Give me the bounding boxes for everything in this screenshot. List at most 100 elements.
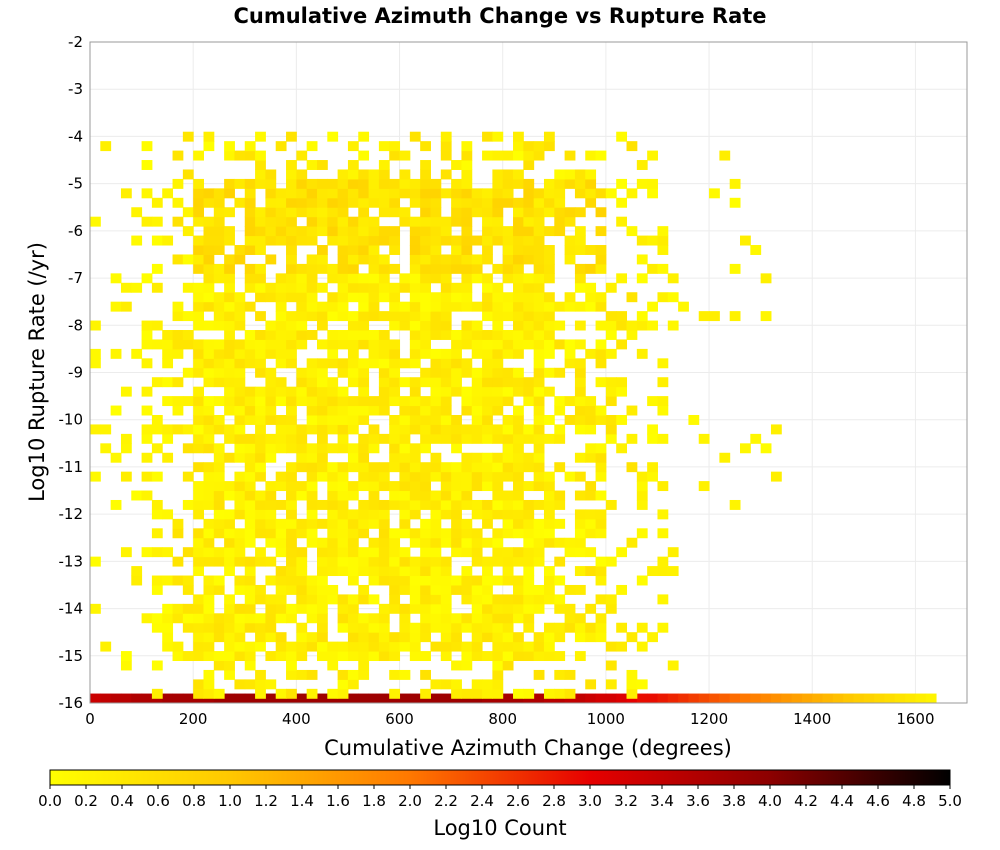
heatmap-cell (213, 245, 225, 255)
heatmap-cell (286, 160, 297, 170)
heatmap-cell (502, 603, 514, 614)
heatmap-cell (523, 301, 535, 312)
heatmap-cell (451, 641, 462, 652)
heatmap-cell (513, 518, 524, 529)
heatmap-cell (492, 207, 504, 218)
heatmap-cell (327, 197, 339, 208)
colorbar-label: Log10 Count (433, 816, 566, 840)
heatmap-cell (420, 254, 431, 265)
heatmap-cell (234, 641, 246, 652)
heatmap-cell (451, 433, 462, 444)
heatmap-cell (244, 518, 256, 529)
heatmap-cell (172, 339, 184, 350)
heatmap-cell (234, 547, 246, 558)
heatmap-cell (255, 613, 266, 624)
heatmap-cell (440, 414, 452, 425)
heatmap-cell (327, 509, 339, 520)
heatmap-cell (399, 481, 411, 492)
heatmap-cell (265, 405, 277, 416)
heatmap-cell (616, 641, 628, 652)
heatmap-cell (131, 490, 143, 501)
heatmap-cell (513, 452, 524, 463)
heatmap-cell (172, 377, 184, 388)
heatmap-cell (110, 301, 122, 312)
heatmap-cell (286, 254, 297, 265)
heatmap-cell (213, 509, 225, 520)
heatmap-cell (275, 226, 287, 237)
heatmap-cell (224, 358, 235, 369)
heatmap-cell (451, 471, 462, 482)
heatmap-cell (255, 679, 266, 690)
heatmap-cell (533, 443, 545, 454)
heatmap-cell (275, 273, 287, 284)
heatmap-cell (409, 320, 421, 331)
heatmap-cell (471, 603, 483, 614)
heatmap-cell (595, 263, 607, 274)
heatmap-cell (120, 386, 132, 397)
heatmap-cell (275, 235, 287, 246)
heatmap-cell (347, 245, 359, 255)
heatmap-cell (420, 339, 431, 350)
heatmap-cell (595, 566, 607, 577)
heatmap-cell (502, 301, 514, 312)
heatmap-cell (595, 613, 607, 624)
heatmap-cell (533, 641, 545, 652)
heatmap-cell (347, 679, 359, 690)
heatmap-cell (327, 188, 339, 199)
heatmap-cell (502, 226, 514, 237)
heatmap-cell (286, 207, 297, 218)
heatmap-cell (378, 405, 390, 416)
heatmap-cell (502, 245, 514, 255)
heatmap-cell (543, 499, 555, 510)
heatmap-cell (440, 131, 452, 142)
heatmap-cell (667, 693, 679, 704)
heatmap-cell (358, 547, 370, 558)
heatmap-cell (440, 235, 452, 246)
heatmap-cell (337, 594, 349, 605)
heatmap-cell (265, 292, 277, 303)
heatmap-cell (409, 311, 421, 322)
heatmap-cell (131, 235, 143, 246)
heatmap-cell (409, 197, 421, 208)
heatmap-cell (502, 348, 514, 359)
heatmap-cell (605, 679, 617, 690)
colorbar-tick-label: 2.8 (542, 792, 566, 810)
heatmap-cell (399, 396, 411, 407)
heatmap-cell (574, 405, 586, 416)
heatmap-cell (337, 330, 349, 340)
heatmap-cell (275, 594, 287, 605)
heatmap-cell (409, 693, 421, 704)
heatmap-cell (193, 235, 204, 246)
heatmap-cell (358, 358, 370, 369)
heatmap-cell (513, 150, 524, 161)
heatmap-cell (399, 622, 411, 633)
heatmap-cell (234, 651, 246, 662)
heatmap-cell (327, 462, 339, 473)
heatmap-cell (440, 358, 452, 369)
colorbar-tick-label: 2.4 (470, 792, 494, 810)
heatmap-cell (110, 499, 122, 510)
heatmap-cell (595, 292, 607, 303)
heatmap-cell (275, 207, 287, 218)
heatmap-cell (482, 575, 493, 586)
heatmap-cell (347, 160, 359, 170)
heatmap-cell (213, 367, 225, 378)
heatmap-cell (244, 481, 256, 492)
heatmap-cell (182, 693, 194, 704)
heatmap-cell (296, 235, 308, 246)
heatmap-cell (327, 226, 339, 237)
heatmap-cell (327, 405, 339, 416)
heatmap-cell (224, 339, 235, 350)
heatmap-cell (554, 320, 566, 331)
heatmap-cell (647, 433, 658, 444)
heatmap-cell (760, 693, 772, 704)
heatmap-cell (306, 197, 318, 208)
heatmap-cell (224, 405, 235, 416)
heatmap-cell (203, 490, 215, 501)
heatmap-cell (605, 396, 617, 407)
heatmap-cell (482, 499, 493, 510)
heatmap-cell (409, 471, 421, 482)
heatmap-cell (533, 197, 545, 208)
heatmap-cell (502, 547, 514, 558)
heatmap-cell (193, 216, 204, 227)
